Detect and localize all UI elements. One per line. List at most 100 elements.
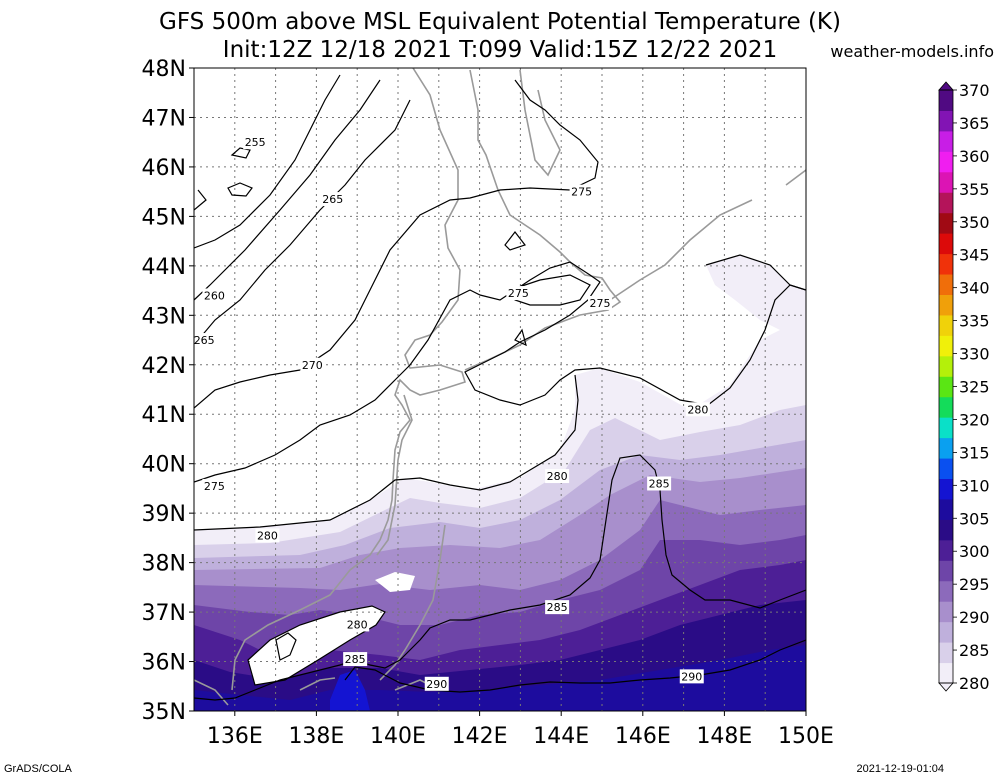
software-credit: GrADS/COLA [4,763,72,775]
colorbar-min-arrow [938,682,954,692]
contour-label-text: 280 [347,618,368,631]
colorbar-swatch [939,192,953,214]
x-tick-label: 140E [370,724,426,749]
colorbar-swatch [939,233,953,255]
colorbar-swatch [939,458,953,480]
contour-label-text: 275 [204,480,225,493]
colorbar-swatch [939,580,953,602]
contour-label: 255 [243,135,268,150]
colorbar-label: 305 [959,509,990,528]
contour-label-bg [192,333,217,348]
y-tick-label: 43N [142,304,186,329]
contour-label-text: 285 [547,601,568,614]
contour-label-text: 275 [571,186,592,199]
colorbar-swatch [939,110,953,132]
y-tick-label: 48N [142,57,186,82]
x-axis: 136E 138E 140E 142E 144E 146E 148E 150E [207,711,834,749]
contour-label-text: 280 [547,470,568,483]
colorbar-label: 360 [959,147,990,166]
colorbar-label: 310 [959,476,990,495]
colorbar-label: 345 [959,246,990,265]
colorbar-label: 290 [959,608,990,627]
contour-label-bg [685,402,710,417]
colorbar-swatch [939,417,953,439]
contour-label-bg [202,288,227,303]
y-tick-label: 40N [142,453,186,478]
colorbar-swatch [939,539,953,561]
contour-label: 280 [255,528,280,543]
colorbar-label: 355 [959,180,990,199]
colorbar-label: 370 [959,81,990,100]
contour-label-bg [320,192,345,207]
colorbar-swatch [939,437,953,459]
contour-label-bg [243,135,268,150]
contour-label-text: 265 [322,193,343,206]
contour-label: 290 [424,676,449,691]
y-tick-label: 37N [142,601,186,626]
colorbar-swatch [939,253,953,275]
colorbar-swatch [939,396,953,418]
colorbar-label: 365 [959,114,990,133]
contour-label: 270 [300,357,325,372]
contour-label: 285 [343,652,368,667]
y-tick-label: 45N [142,205,186,230]
contour-label: 275 [569,184,594,199]
contour-label-text: 255 [245,136,266,149]
colorbar-swatch [939,560,953,582]
contour-label-text: 275 [589,297,610,310]
contour-label: 265 [320,192,345,207]
y-tick-label: 47N [142,106,186,131]
chart-title: GFS 500m above MSL Equivalent Potential … [159,9,841,35]
contour-label-bg [300,357,325,372]
contour-label-text: 290 [426,678,447,691]
colorbar-label: 320 [959,410,990,429]
y-axis: 35N 36N 37N 38N 39N 40N 41N 42N 43N 44N 45N 46N 47N 4… [142,57,194,725]
colorbar-swatch [939,335,953,357]
y-tick-label: 44N [142,255,186,280]
contour-label: 275 [506,286,531,301]
x-tick-label: 148E [696,724,752,749]
colorbar-label: 285 [959,641,990,660]
y-tick-label: 38N [142,552,186,577]
x-tick-label: 142E [452,724,508,749]
theta-e-shading [194,68,806,711]
contour-label: 275 [587,295,612,310]
y-tick-label: 35N [142,700,186,725]
colorbar-swatch [939,314,953,336]
contour-label-text: 265 [194,334,215,347]
contour-label: 275 [202,478,227,493]
colorbar-swatch [939,478,953,500]
colorbar-swatch [939,171,953,193]
contour-label-text: 280 [687,403,708,416]
contour-label-text: 270 [302,359,323,372]
x-tick-label: 144E [533,724,589,749]
colorbar-swatch [939,621,953,643]
y-tick-label: 36N [142,651,186,676]
colorbar-label: 315 [959,443,990,462]
colorbar-swatch [939,274,953,295]
contour-label-group: 255 265 260 265 270 275 275 275 275 280 280 280 280 2… [192,135,710,691]
contour-label-bg [506,286,531,301]
colorbar-swatch [939,90,953,111]
colorbar-label: 330 [959,345,990,364]
contour-label-bg [343,652,368,667]
colorbar-label: 335 [959,312,990,331]
contour-label: 285 [545,600,570,615]
site-credit: weather-models.info [830,42,994,61]
colorbar-label: 325 [959,378,990,397]
colorbar: 280 285 290 295 300 305 310 315 320 325 330 335 340 3… [938,81,990,693]
x-tick-label: 146E [615,724,671,749]
contour-lines [194,74,806,701]
colorbar-swatch [939,498,953,520]
contour-label-text: 285 [649,477,670,490]
colorbar-label: 295 [959,575,990,594]
contour-label-bg [202,478,227,493]
contour-label: 260 [202,288,227,303]
contour-label-text: 285 [345,653,366,666]
colorbar-swatch [939,601,953,623]
contour-label-bg [679,669,704,684]
contour-label: 290 [679,669,704,684]
y-tick-label: 42N [142,354,186,379]
colorbar-label: 350 [959,213,990,232]
